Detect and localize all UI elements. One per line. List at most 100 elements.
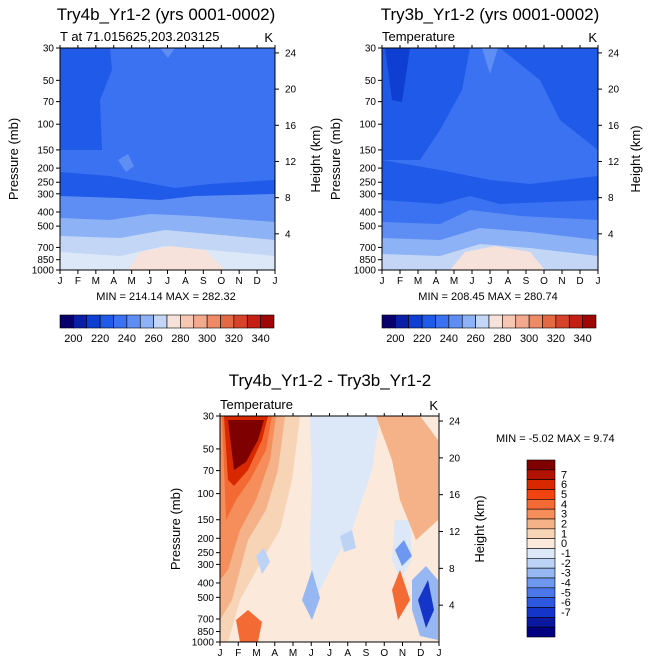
y2-tick-label: 24 [608,48,620,59]
x-tick-label: F [397,276,403,287]
y2-tick-label: 8 [449,564,455,575]
colorbar-swatch [461,314,476,329]
colorbar-swatch [526,538,556,549]
colorbar-swatch [526,479,556,490]
y-tick-label: 700 [359,243,376,254]
y-tick-label: 50 [203,444,215,455]
panel-c-subtitle: Temperature [220,397,293,412]
y-tick-label: 50 [43,76,55,87]
panel-try3b: Try3b_Yr1-2 (yrs 0001-0002) Temperature … [328,5,643,345]
colorbar-label: 240 [118,333,136,345]
panel-c-title: Try4b_Yr1-2 - Try3b_Yr1-2 [229,371,432,390]
colorbar-label: 300 [198,333,216,345]
contour-band-230-240-right [500,48,598,150]
panel-a-units: K [264,30,273,45]
colorbar-label: 280 [171,333,189,345]
colorbar-label: 0 [561,538,567,550]
panel-a-ylabel: Pressure (mb) [6,118,21,200]
colorbar-label: 7 [561,469,567,481]
colorbar-label: 220 [91,333,109,345]
colorbar-swatch [528,314,543,329]
panel-c-axes: J F M A M J J A S O N D J305070100150200250300400500… [192,412,461,660]
y-tick-label: 30 [43,44,55,55]
y2-tick-label: 20 [449,453,461,464]
y2-tick-label: 16 [449,490,461,501]
diff-cool-patch-aug [340,530,356,552]
colorbar-label: -3 [561,568,571,580]
contour-cold-polar-left [60,48,112,150]
x-tick-label: O [217,276,225,287]
panel-c-minmax: MIN = -5.02 MAX = 9.74 [496,433,615,445]
colorbar-label: 240 [440,333,458,345]
contour-band-280-290 [450,246,545,270]
diff-band-warm-right [376,416,438,540]
colorbar-swatch [526,518,556,530]
x-tick-label: J [596,276,601,287]
y-tick-label: 400 [359,207,376,218]
x-tick-label: M [414,276,422,287]
panel-a-title: Try4b_Yr1-2 (yrs 0001-0002) [57,5,276,24]
y2-tick-label: 4 [285,229,291,240]
x-tick-label: A [271,648,278,659]
colorbar-swatch [475,314,490,329]
colorbar-label: 280 [493,333,511,345]
y-tick-label: 200 [359,164,376,175]
x-tick-label: O [380,648,388,659]
colorbar-swatch [526,617,556,628]
x-tick-label: A [110,276,117,287]
colorbar-label: 1 [561,528,567,540]
colorbar-swatch [526,626,556,638]
colorbar-label: 200 [386,333,404,345]
y2-tick-label: 4 [608,229,614,240]
panel-c-ylabel: Pressure (mb) [168,488,183,570]
x-tick-label: A [344,648,351,659]
y2-tick-label: 24 [449,417,461,428]
y2-tick-label: 12 [449,527,461,538]
y-tick-label: 30 [203,412,215,423]
y-tick-label: 150 [37,145,54,156]
diff-cool-patch-jun [302,570,320,620]
x-tick-label: D [253,276,260,287]
x-tick-label: J [273,276,278,287]
colorbar-swatch [395,314,410,329]
panel-b-axes: J F M A M J J A S O N D J305070100150200250300400500… [354,44,620,288]
panel-c-units: K [429,398,438,413]
y2-tick-label: 24 [285,48,297,59]
y-tick-label: 1000 [354,266,377,277]
colorbar-swatch [488,314,503,329]
y-tick-label: 500 [197,593,214,604]
colorbar-swatch [448,314,463,329]
colorbar-label: 300 [520,333,538,345]
colorbar-swatch [86,314,101,329]
x-tick-label: D [576,276,583,287]
x-tick-label: J [437,648,442,659]
y-tick-label: 150 [197,515,214,526]
y-tick-label: 200 [197,534,214,545]
colorbar-swatch [555,314,570,329]
colorbar-swatch [526,508,556,520]
y-tick-label: 500 [359,222,376,233]
panel-a-ylabel-right: Height (km) [308,125,323,192]
colorbar-label: 320 [547,333,565,345]
y-tick-label: 150 [359,145,376,156]
y-tick-label: 1000 [192,638,215,649]
colorbar-label: 3 [561,509,567,521]
x-tick-label: J [327,648,332,659]
colorbar-swatch [435,314,450,329]
colorbar-swatch [206,314,221,329]
panel-a-axes: J F M A M J J A S O N D J305070100150200250300400500… [32,44,297,288]
x-tick-label: J [470,276,475,287]
panel-c-ylabel-right: Height (km) [472,495,487,562]
colorbar-label: -4 [561,577,571,589]
colorbar-swatch [526,558,556,569]
x-tick-label: J [309,648,314,659]
panel-b-colorbar: 200 220 240 260 280 300 320 340 [381,314,597,345]
panel-a-minmax: MIN = 214.14 MAX = 282.32 [96,291,235,303]
y-tick-label: 700 [37,243,54,254]
colorbar-swatch [582,314,597,329]
x-tick-label: S [523,276,530,287]
colorbar-swatch [59,314,74,329]
x-tick-label: S [363,648,370,659]
colorbar-swatch [526,489,556,500]
y2-tick-label: 8 [285,193,291,204]
